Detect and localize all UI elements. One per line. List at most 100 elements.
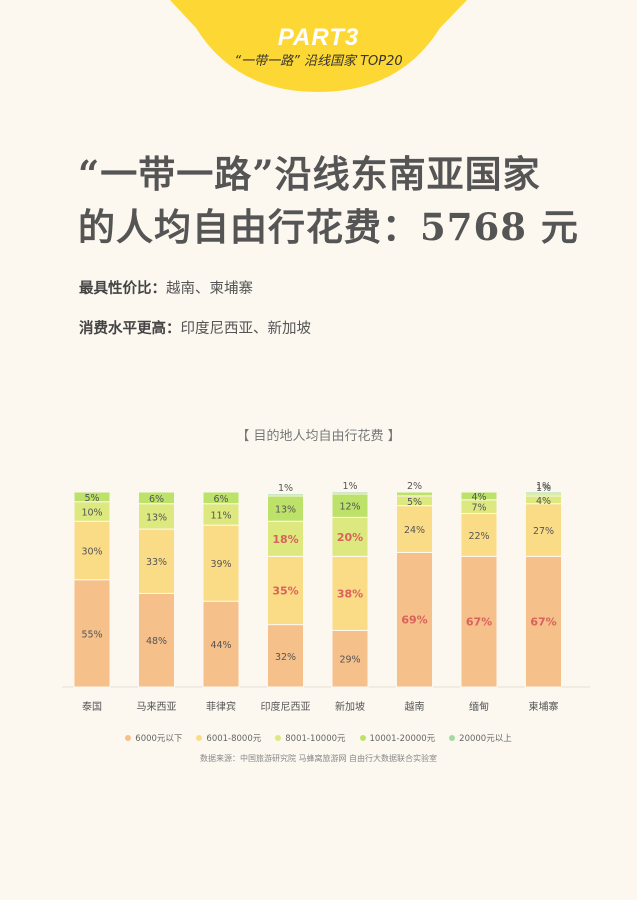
bar-segment [202,600,240,688]
x-tick-label: 柬埔寨 [529,700,559,713]
data-label: 4% [471,492,486,503]
legend-swatch [125,735,132,741]
part-label: PART3 [277,24,360,51]
data-label: 27% [533,526,554,537]
data-label: 69% [401,614,427,627]
data-source: 数据来源：中国旅游研究院 马蜂窝旅游网 自由行大数据联合实验室 [199,754,438,763]
data-label: 22% [468,531,489,542]
x-tick-label: 缅甸 [469,700,489,713]
data-label: 29% [339,655,360,666]
data-label: 2% [407,481,422,492]
data-label: 1% [536,481,551,492]
legend-label: 8001-10000元 [285,734,346,744]
data-label: 4% [536,496,551,507]
data-label: 12% [339,502,360,513]
bar-segment [331,629,369,688]
bar-segment [138,528,175,594]
note-best-value: 最具性价比：越南、柬埔寨 [79,277,253,298]
legend-swatch [359,735,366,741]
bar-segment [525,503,562,557]
note-higher-spend: 消费水平更高：印度尼西亚、新加坡 [79,317,311,338]
data-label: 7% [471,503,486,514]
legend-label: 6000元以下 [135,734,183,744]
bar-segment [396,505,433,553]
bar-segment [331,555,369,631]
legend-item: 20000元以上 [449,732,512,744]
note-higher-spend-text: 印度尼西亚、新加坡 [180,321,312,337]
bar-segment [267,493,304,497]
data-label: 67% [530,616,556,629]
part-subtitle: “一带一路” 沿线国家 TOP20 [234,54,403,69]
legend-swatch [196,735,203,741]
stacked-bar-chart: 55% 30% 10% 5% 泰国 48% 33% 13% 6% 马来西亚 44% 39% 11% 6% 菲… [62,481,590,713]
bar-segment [267,624,304,688]
legend-label: 10001-20000元 [369,734,436,744]
data-label: 10% [81,508,102,519]
data-label: 1% [342,481,357,492]
legend-label: 20000元以上 [459,734,512,744]
data-label: 67% [466,616,492,629]
legend-item: 6000元以下 [125,732,182,744]
data-label: 6% [149,494,164,505]
note-best-value-label: 最具性价比： [79,281,166,297]
x-tick-label: 印度尼西亚 [261,700,311,713]
data-label: 38% [337,587,363,600]
data-label: 11% [210,510,231,521]
bar-segment [73,491,111,503]
legend-item: 8001-10000元 [275,732,346,744]
bar-segment [267,520,304,557]
chart-title: 【 目的地人均自由行花费 】 [236,429,401,444]
legend-item: 6001-8000元 [196,732,261,744]
legend-label: 6001-8000元 [206,734,262,744]
data-label: 24% [404,525,425,536]
data-label: 6% [213,494,228,505]
legend-swatch [449,735,456,741]
x-tick-label: 菲律宾 [206,700,236,713]
bar-segment [138,503,175,530]
header-banner: PART3 “一带一路” 沿线国家 TOP20 [0,0,637,100]
chart-legend: 6000元以下 6001-8000元 8001-10000元 10001-20000元… [0,732,637,744]
bar-segment [525,491,562,495]
bar-segment [525,555,562,688]
bar-segment [331,516,369,557]
data-label: 13% [275,505,296,516]
legend-item: 10001-20000元 [359,732,436,744]
bar-segment [396,551,433,688]
x-tick-label: 马来西亚 [137,701,177,713]
header-shape [170,0,467,92]
bar-segment [73,520,111,581]
bar-segment [460,512,498,557]
bar-segment [138,491,175,505]
data-label: 55% [81,629,102,640]
bar-segment [202,491,240,505]
data-label: 39% [210,559,231,570]
data-label: 1% [536,483,551,494]
data-label: 33% [146,557,167,568]
note-higher-spend-label: 消费水平更高： [79,321,181,337]
data-label: 5% [84,493,99,504]
bar-segment [396,491,433,497]
data-label: 5% [407,497,422,508]
x-tick-label: 越南 [405,700,425,713]
legend-swatch [275,735,282,741]
title-line-1: “一带一路”沿线东南亚国家 [78,152,541,196]
data-label: 35% [272,584,298,597]
bar-segment [138,592,175,688]
page-title: “一带一路”沿线东南亚国家 的人均自由行花费：5768 元 [78,148,598,254]
data-label: 48% [146,636,167,647]
data-label: 18% [272,533,298,546]
data-label: 30% [81,547,102,558]
x-tick-label: 泰国 [82,700,102,713]
data-label: 1% [278,483,293,494]
bar-segment [267,495,304,522]
bar-segment [460,491,498,501]
bar-segment [73,579,111,688]
data-label: 44% [210,640,231,651]
data-label: 13% [146,512,167,523]
bar-segment [460,555,498,688]
data-label: 20% [337,531,363,544]
header-yellow-shape [170,0,467,92]
title-line-2: 的人均自由行花费：5768 元 [78,205,579,249]
x-tick-label: 新加坡 [335,700,365,713]
note-best-value-text: 越南、柬埔寨 [166,281,253,297]
